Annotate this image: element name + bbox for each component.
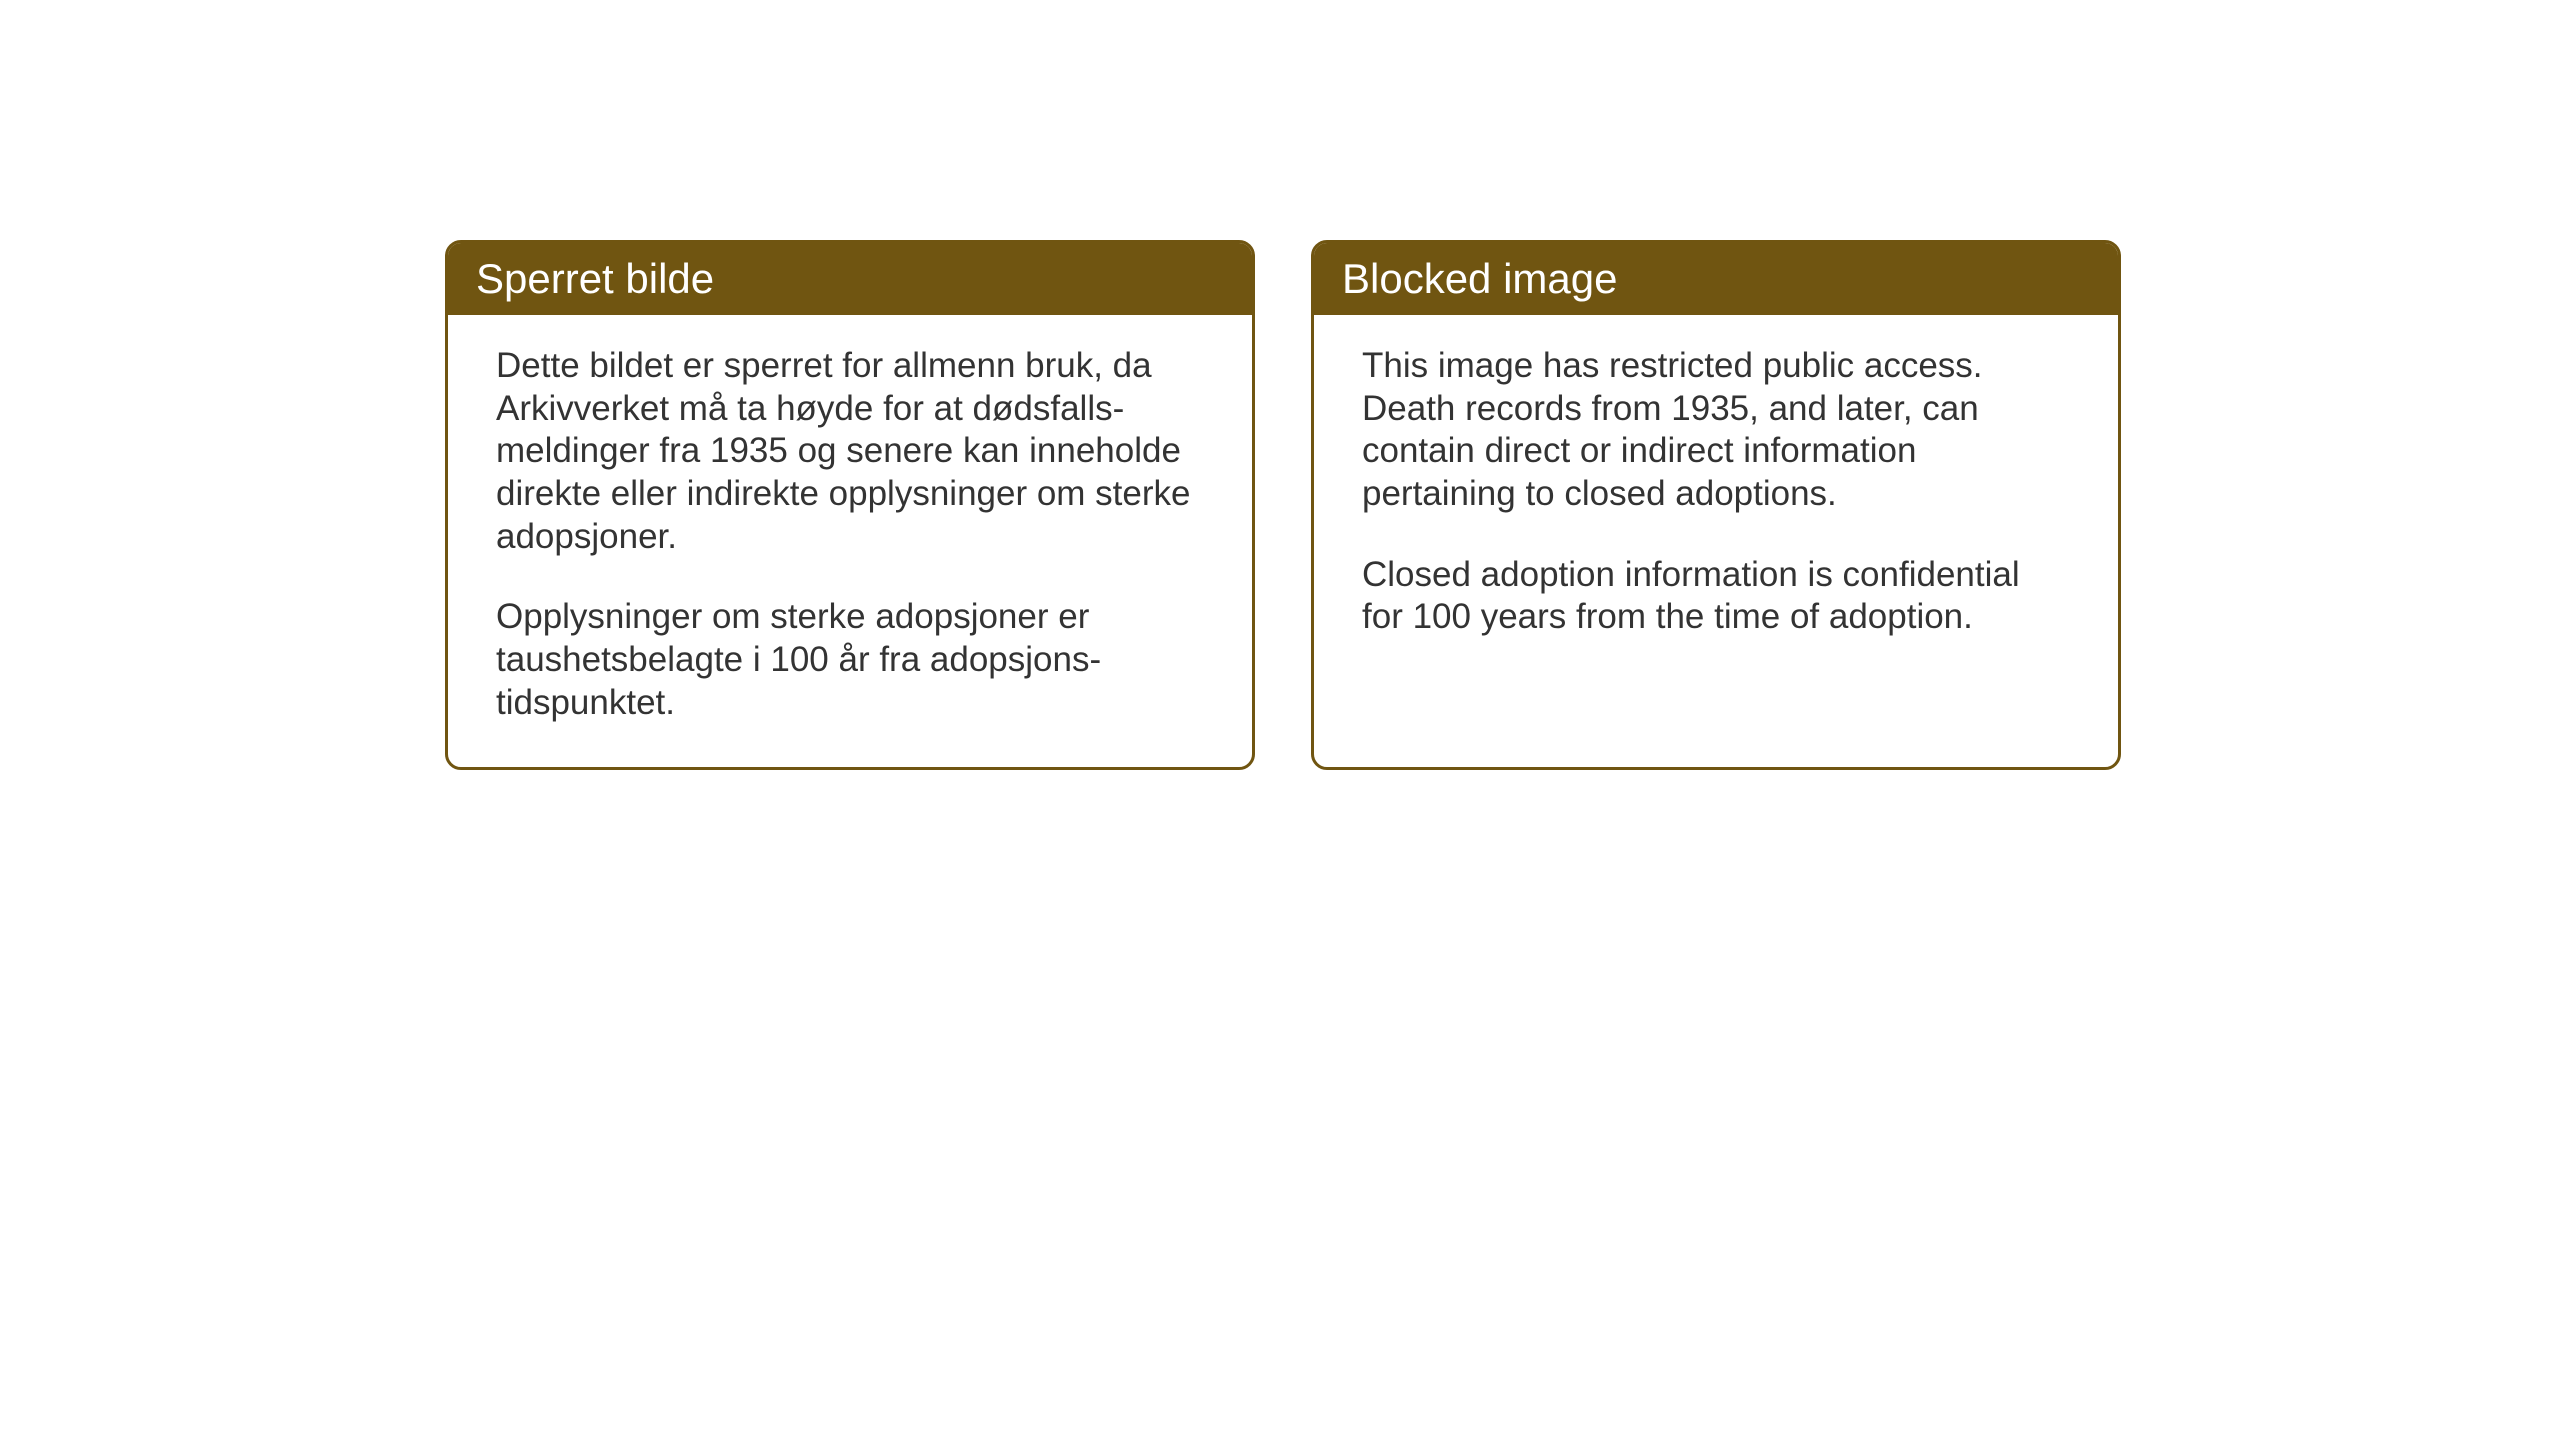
card-title: Blocked image (1342, 255, 1617, 302)
notice-card-english: Blocked image This image has restricted … (1311, 240, 2121, 770)
card-body: Dette bildet er sperret for allmenn bruk… (448, 315, 1252, 767)
card-paragraph: Dette bildet er sperret for allmenn bruk… (496, 345, 1204, 558)
notice-card-norwegian: Sperret bilde Dette bildet er sperret fo… (445, 240, 1255, 770)
card-body: This image has restricted public access.… (1314, 315, 2118, 681)
card-paragraph: This image has restricted public access.… (1362, 345, 2070, 516)
notice-container: Sperret bilde Dette bildet er sperret fo… (445, 240, 2121, 770)
card-paragraph: Closed adoption information is confident… (1362, 554, 2070, 639)
card-header: Sperret bilde (448, 243, 1252, 315)
card-paragraph: Opplysninger om sterke adopsjoner er tau… (496, 596, 1204, 724)
card-header: Blocked image (1314, 243, 2118, 315)
card-title: Sperret bilde (476, 255, 714, 302)
